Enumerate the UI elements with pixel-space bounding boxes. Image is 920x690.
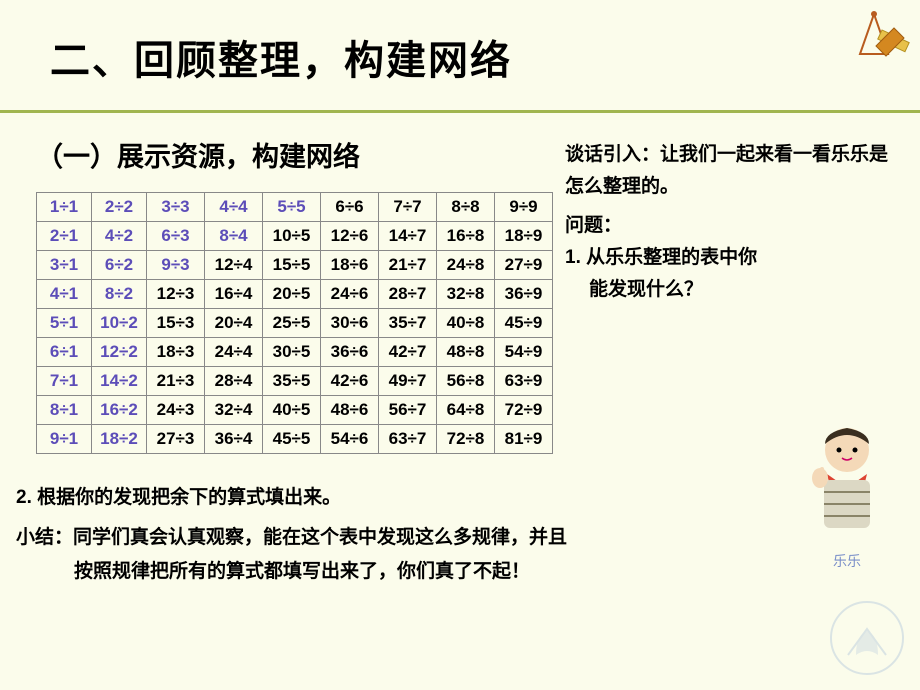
cell: 2÷1	[37, 222, 92, 251]
cell: 27÷3	[147, 425, 205, 454]
cell: 18÷9	[495, 222, 553, 251]
cell: 45÷9	[495, 309, 553, 338]
cell: 56÷8	[437, 367, 495, 396]
cell: 12÷2	[92, 338, 147, 367]
cell: 5÷5	[263, 193, 321, 222]
cell: 9÷3	[147, 251, 205, 280]
question-2: 2. 根据你的发现把余下的算式填出来。	[16, 482, 920, 509]
question-label: 问题：	[565, 210, 906, 242]
cell: 18÷2	[92, 425, 147, 454]
compass-ruler-icon	[854, 6, 912, 64]
cell: 14÷7	[379, 222, 437, 251]
cell: 40÷8	[437, 309, 495, 338]
cell: 30÷6	[321, 309, 379, 338]
cell: 15÷3	[147, 309, 205, 338]
cell: 10÷5	[263, 222, 321, 251]
cell: 2÷2	[92, 193, 147, 222]
cell: 24÷8	[437, 251, 495, 280]
cell: 12÷6	[321, 222, 379, 251]
cell: 7÷7	[379, 193, 437, 222]
cell: 3÷1	[37, 251, 92, 280]
cell: 21÷3	[147, 367, 205, 396]
cell: 8÷1	[37, 396, 92, 425]
cell: 35÷7	[379, 309, 437, 338]
cell: 4÷1	[37, 280, 92, 309]
cell: 9÷1	[37, 425, 92, 454]
kid-name: 乐乐	[792, 551, 902, 571]
cell: 42÷6	[321, 367, 379, 396]
cell: 6÷1	[37, 338, 92, 367]
cell: 8÷4	[205, 222, 263, 251]
cell: 16÷2	[92, 396, 147, 425]
cell: 10÷2	[92, 309, 147, 338]
subtitle: （一）展示资源，构建网络	[36, 135, 553, 174]
main-title: 二、回顾整理，构建网络	[50, 28, 920, 86]
cell: 21÷7	[379, 251, 437, 280]
title-area: 二、回顾整理，构建网络	[0, 0, 920, 113]
cell: 12÷3	[147, 280, 205, 309]
cell: 8÷2	[92, 280, 147, 309]
cell: 18÷3	[147, 338, 205, 367]
cell: 5÷1	[37, 309, 92, 338]
cell: 36÷4	[205, 425, 263, 454]
cell: 25÷5	[263, 309, 321, 338]
cell: 63÷7	[379, 425, 437, 454]
cell: 14÷2	[92, 367, 147, 396]
cell: 40÷5	[263, 396, 321, 425]
cell: 12÷4	[205, 251, 263, 280]
cell: 63÷9	[495, 367, 553, 396]
intro-text: 谈话引入：让我们一起来看一看乐乐是怎么整理的。	[565, 139, 906, 204]
cell: 56÷7	[379, 396, 437, 425]
cell: 54÷6	[321, 425, 379, 454]
summary-line1: 小结：同学们真会认真观察，能在这个表中发现这么多规律，并且	[16, 521, 920, 555]
cell: 20÷5	[263, 280, 321, 309]
cell: 6÷3	[147, 222, 205, 251]
cell: 9÷9	[495, 193, 553, 222]
division-table: 1÷1 2÷2 3÷3 4÷4 5÷5 6÷6 7÷7 8÷8 9÷9 2÷1 …	[36, 192, 553, 454]
cell: 72÷8	[437, 425, 495, 454]
cell: 32÷8	[437, 280, 495, 309]
cell: 24÷6	[321, 280, 379, 309]
cell: 36÷6	[321, 338, 379, 367]
cell: 42÷7	[379, 338, 437, 367]
cell: 4÷2	[92, 222, 147, 251]
watermark-icon	[828, 599, 906, 682]
cell: 81÷9	[495, 425, 553, 454]
cell: 49÷7	[379, 367, 437, 396]
cell: 32÷4	[205, 396, 263, 425]
cell: 15÷5	[263, 251, 321, 280]
cell: 16÷4	[205, 280, 263, 309]
cell: 45÷5	[263, 425, 321, 454]
cell: 18÷6	[321, 251, 379, 280]
question-1-line1: 1. 从乐乐整理的表中你	[565, 242, 906, 274]
cell: 27÷9	[495, 251, 553, 280]
cell: 36÷9	[495, 280, 553, 309]
kid-figure: 乐乐	[792, 422, 902, 571]
cell: 24÷3	[147, 396, 205, 425]
cell: 28÷7	[379, 280, 437, 309]
cell: 64÷8	[437, 396, 495, 425]
question-1-line2: 能发现什么？	[565, 274, 906, 306]
cell: 28÷4	[205, 367, 263, 396]
cell: 4÷4	[205, 193, 263, 222]
cell: 1÷1	[37, 193, 92, 222]
cell: 20÷4	[205, 309, 263, 338]
cell: 72÷9	[495, 396, 553, 425]
cell: 8÷8	[437, 193, 495, 222]
cell: 3÷3	[147, 193, 205, 222]
cell: 24÷4	[205, 338, 263, 367]
cell: 54÷9	[495, 338, 553, 367]
cell: 6÷6	[321, 193, 379, 222]
cell: 6÷2	[92, 251, 147, 280]
cell: 35÷5	[263, 367, 321, 396]
cell: 48÷8	[437, 338, 495, 367]
cell: 7÷1	[37, 367, 92, 396]
cell: 16÷8	[437, 222, 495, 251]
cell: 48÷6	[321, 396, 379, 425]
cell: 30÷5	[263, 338, 321, 367]
